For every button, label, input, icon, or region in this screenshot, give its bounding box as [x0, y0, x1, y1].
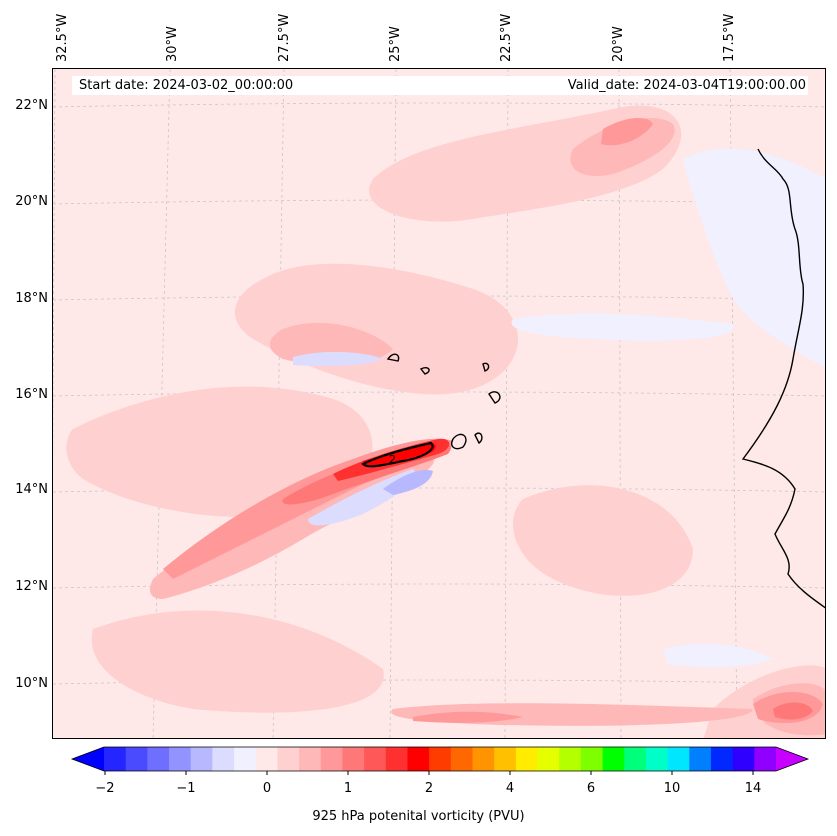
colorbar-tick-label: 14 [744, 781, 762, 796]
lat-label: 18°N [15, 291, 48, 306]
colorbar-bin [732, 747, 755, 771]
colorbar-bin [689, 747, 712, 771]
colorbar-bin [472, 747, 495, 771]
pv-contour-2 [361, 441, 434, 468]
colorbar-extend-low [72, 747, 104, 771]
colorbar-bin [537, 747, 560, 771]
colorbar-bin [364, 747, 387, 771]
lat-label: 12°N [15, 579, 48, 594]
colorbar-bin [407, 747, 430, 771]
colorbar-label: 925 hPa potenital vorticity (PVU) [312, 809, 525, 824]
colorbar-tick-label: 10 [663, 781, 681, 796]
colorbar-bin [450, 747, 474, 771]
colorbar-bin [212, 747, 235, 771]
colorbar-tick-label: 0 [262, 781, 272, 796]
map-panel[interactable]: 2 [52, 68, 826, 739]
colorbar-tick-label: 6 [586, 781, 596, 796]
colorbar-bin [754, 747, 777, 771]
colorbar-bin [255, 747, 278, 771]
colorbar-bin [515, 747, 539, 771]
colorbar-tick-label: −2 [95, 781, 115, 796]
pv-field-map: 2 [53, 69, 825, 738]
island [386, 353, 400, 362]
colorbar-tick-label: 4 [505, 781, 515, 796]
colorbar-bin [710, 747, 734, 771]
lat-label: 16°N [15, 387, 48, 402]
colorbar-bin [147, 747, 170, 771]
island [474, 432, 483, 445]
start-date-text: Start date: 2024-03-02_00:00:00 [79, 78, 294, 93]
colorbar-bins [70, 746, 810, 772]
colorbar-bin [385, 747, 408, 771]
colorbar-bin [645, 747, 669, 771]
colorbar-bin [342, 747, 365, 771]
colorbar-ticks [104, 771, 754, 775]
lat-label: 14°N [15, 482, 48, 497]
colorbar-bin [169, 747, 192, 771]
lat-label: 20°N [15, 194, 48, 209]
colorbar-bin [494, 747, 517, 771]
colorbar-tick-label: 2 [424, 781, 434, 796]
pv-strong-positive [163, 117, 823, 724]
colorbar-bin [190, 747, 213, 771]
colorbar-bin [559, 747, 582, 771]
valid-date-text: Valid_date: 2024-03-04T19:00:00.00 [567, 78, 806, 93]
island [451, 433, 467, 450]
lat-label: 10°N [15, 676, 48, 691]
colorbar-bin [299, 747, 322, 771]
contour-label: 2 [389, 453, 396, 466]
colorbar-tick-label: 1 [343, 781, 353, 796]
colorbar-extend-high [776, 747, 808, 771]
coastlines [361, 148, 825, 609]
colorbar-bin [429, 747, 452, 771]
colorbar-outline [70, 746, 810, 772]
colorbar-tick-label: −1 [176, 781, 196, 796]
colorbar-bin [602, 747, 625, 771]
colorbar-bin [125, 747, 148, 771]
colorbar-bin [624, 747, 647, 771]
lat-label: 22°N [15, 98, 48, 113]
date-info-box [72, 76, 808, 95]
island [482, 362, 490, 372]
africa-coastline [741, 148, 825, 609]
colorbar-bin [277, 747, 300, 771]
pv-negative [293, 148, 825, 668]
colorbar-bin [234, 747, 257, 771]
colorbar-bin [104, 747, 127, 771]
island [419, 366, 430, 375]
island [488, 391, 501, 404]
colorbar-bin [580, 747, 604, 771]
colorbar-bin [667, 747, 690, 771]
colorbar-bin [320, 747, 343, 771]
